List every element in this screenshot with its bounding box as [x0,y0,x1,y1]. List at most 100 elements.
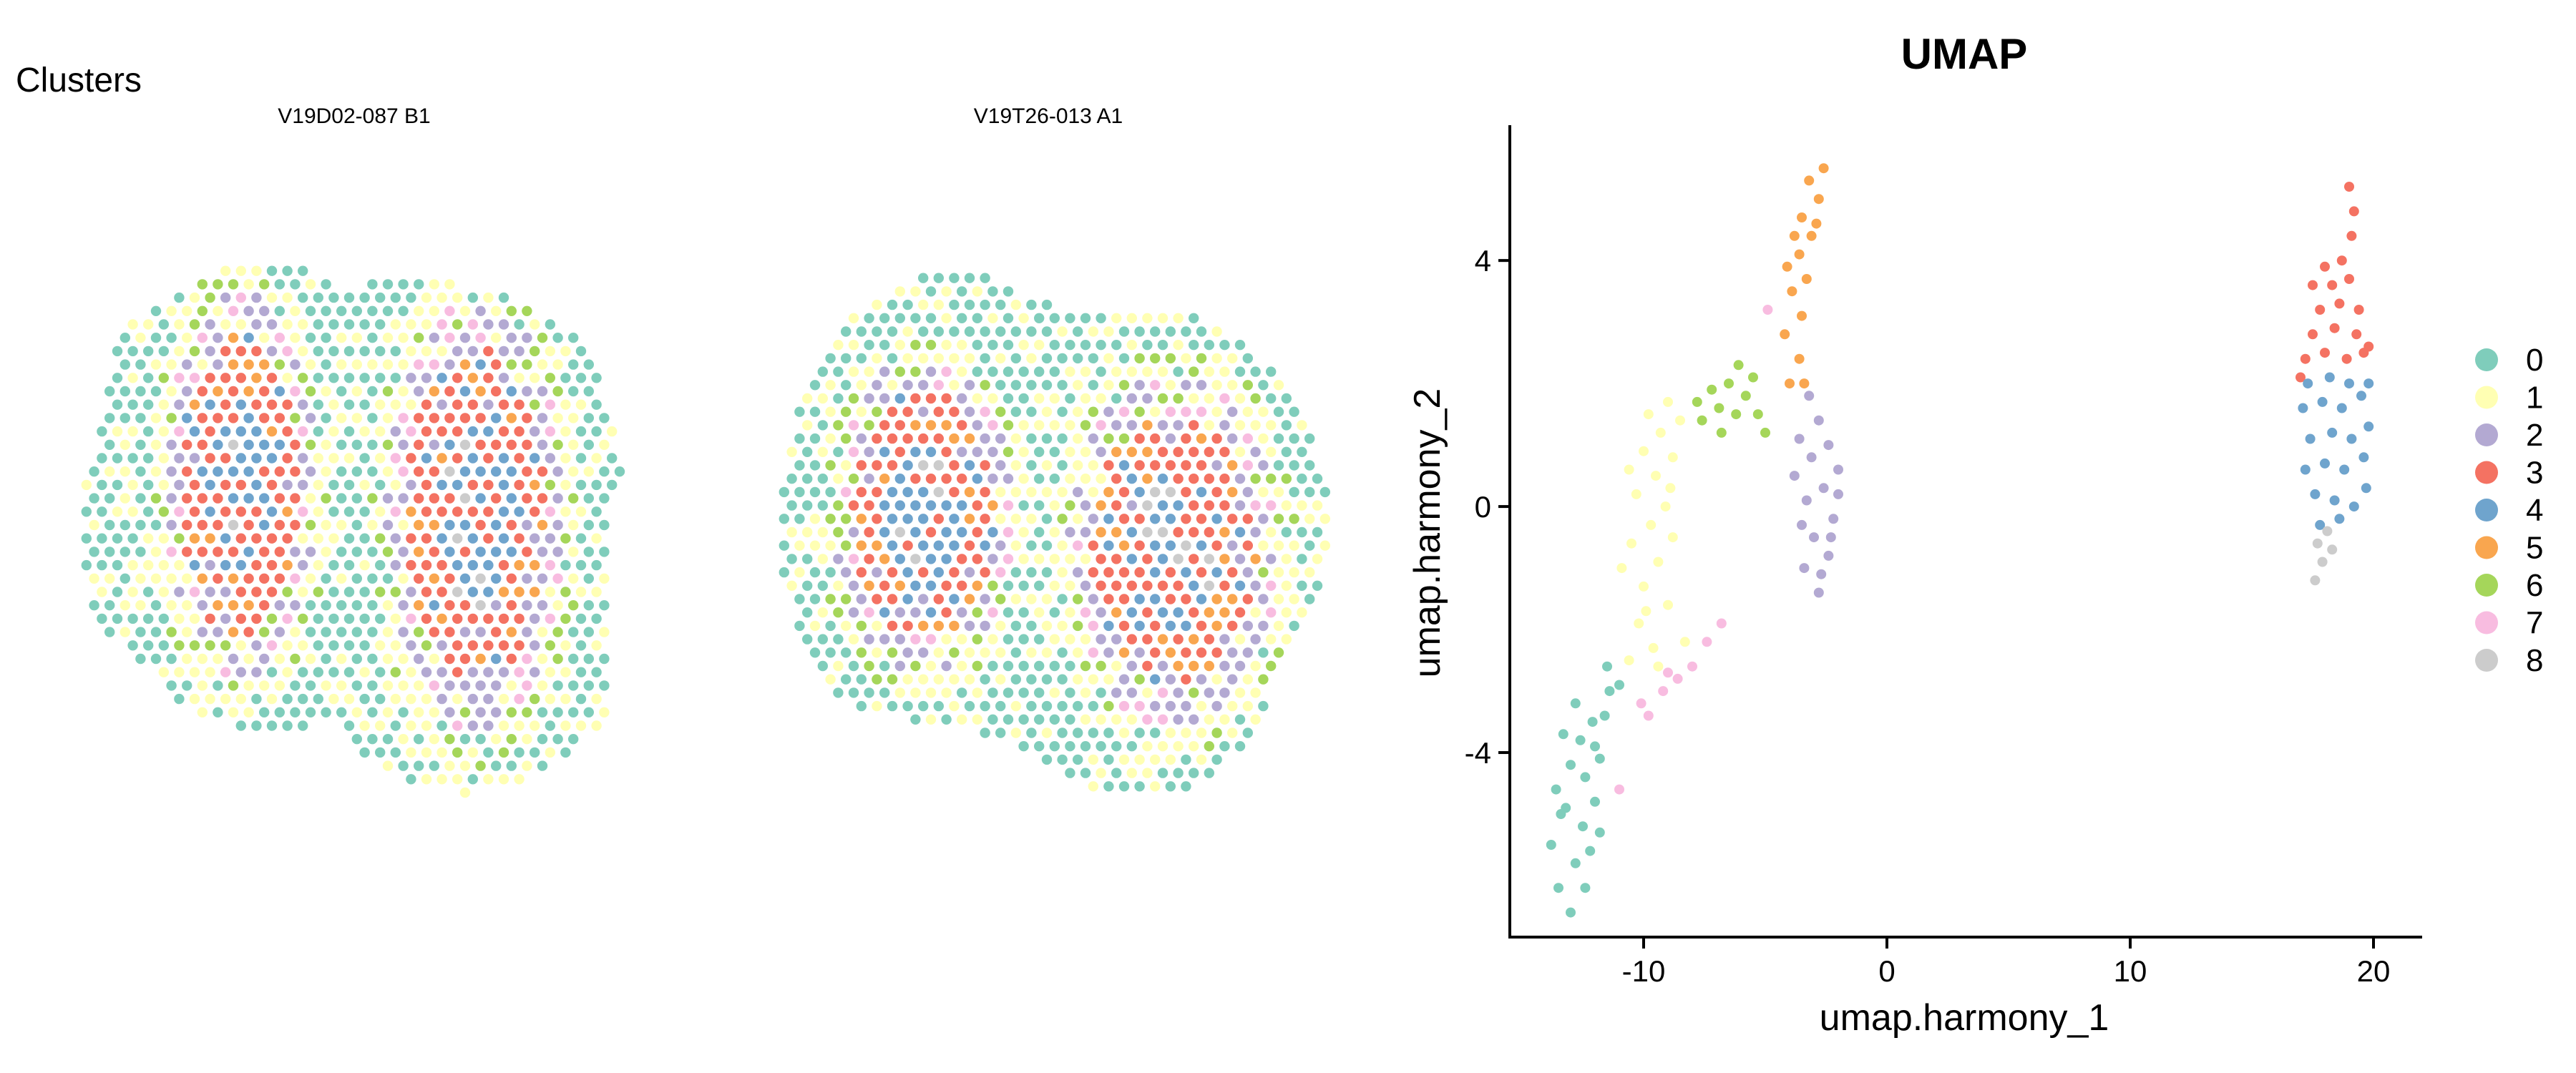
panel1-spot [398,386,409,397]
umap-point [1714,403,1724,413]
panel1-spot [143,319,154,330]
panel2-spot [1026,540,1037,551]
panel2-spot [1219,634,1230,645]
panel1-spot [421,453,432,464]
panel2-spot [957,366,967,377]
panel1-spot [313,559,323,571]
panel2-spot [1018,687,1029,698]
umap-point [1687,661,1697,672]
legend-swatch [2475,423,2498,446]
panel2-spot [848,526,859,538]
panel2-spot [1057,486,1068,498]
panel1-spot [599,627,610,637]
panel1-spot [228,627,239,637]
panel1-spot [583,653,594,665]
panel1-spot [421,479,432,491]
panel1-spot [220,346,231,357]
panel2-spot [1142,446,1153,457]
panel2-spot [1242,353,1254,364]
panel1-spot [290,600,301,611]
panel1-spot [189,640,200,651]
umap-point [1570,698,1581,709]
panel1-spot [158,533,169,544]
panel2-spot [825,514,836,524]
panel1-spot [266,292,278,303]
panel2-spot [848,607,859,618]
panel1-spot [313,667,323,677]
panel1-spot [228,413,239,423]
panel2-spot [1258,486,1269,498]
panel1-spot [251,479,262,491]
panel1-spot [197,600,208,611]
panel1-spot [127,587,138,597]
panel2-spot [794,567,805,578]
panel2-spot [1080,768,1091,778]
panel1-spot [406,506,416,517]
umap-point [2358,452,2369,463]
umap-point [1590,741,1600,752]
panel2-spot [1018,313,1029,323]
panel1-spot [143,346,154,357]
panel1-spot [560,399,571,410]
panel1-spot [375,747,386,758]
panel1-spot [568,333,579,343]
panel2-spot [879,313,890,323]
panel1-spot [382,573,394,584]
umap-point [2336,403,2347,413]
panel2-spot [887,460,898,471]
panel2-spot [1227,727,1238,738]
panel2-spot [1002,687,1014,698]
panel1-spot [182,627,192,637]
panel1-spot [591,399,602,410]
panel2-spot [1142,634,1153,645]
panel2-spot [910,607,921,618]
panel1-spot [459,466,471,477]
panel1-spot [475,680,486,691]
panel2-spot [872,353,882,364]
panel2-spot [1250,687,1261,698]
panel1-spot [545,479,555,491]
panel1-spot [351,305,362,316]
panel2-spot [879,446,890,457]
panel1-spot [459,653,471,665]
panel2-spot [941,420,952,431]
panel2-spot [1297,526,1307,538]
umap-point [2344,182,2354,192]
panel1-spot [483,587,494,597]
panel2-spot [941,340,952,351]
panel1-spot [343,693,355,705]
panel1-spot [491,653,502,665]
panel2-spot [1088,514,1099,524]
panel1-spot [475,359,486,370]
panel2-spot [1227,353,1238,364]
panel2-spot [1118,754,1130,765]
panel1-spot [467,720,478,731]
panel1-spot [530,319,540,330]
panel1-spot [367,547,378,557]
panel1-spot [444,305,455,316]
panel2-spot [987,660,998,672]
panel1-spot [367,493,378,504]
panel2-spot [1018,446,1029,457]
panel1-spot [382,519,394,531]
panel2-spot [1273,647,1284,658]
panel1-spot [390,426,401,437]
umap-point [1658,686,1669,697]
panel1-spot [189,613,200,624]
panel2-spot [848,687,859,698]
panel2-spot [1266,554,1277,564]
panel1-spot [575,587,587,597]
panel2-spot [802,420,813,431]
panel1-spot [406,640,416,651]
panel1-spot [135,600,146,611]
panel2-spot [1103,353,1114,364]
panel1-spot [530,640,540,651]
panel2-spot [1173,768,1184,778]
panel2-spot [925,634,937,645]
panel1-spot [127,399,138,410]
panel2-spot [1258,700,1269,712]
panel2-spot [1142,714,1153,725]
panel1-spot [135,519,146,531]
panel1-spot [568,413,579,423]
panel1-spot [166,333,177,343]
